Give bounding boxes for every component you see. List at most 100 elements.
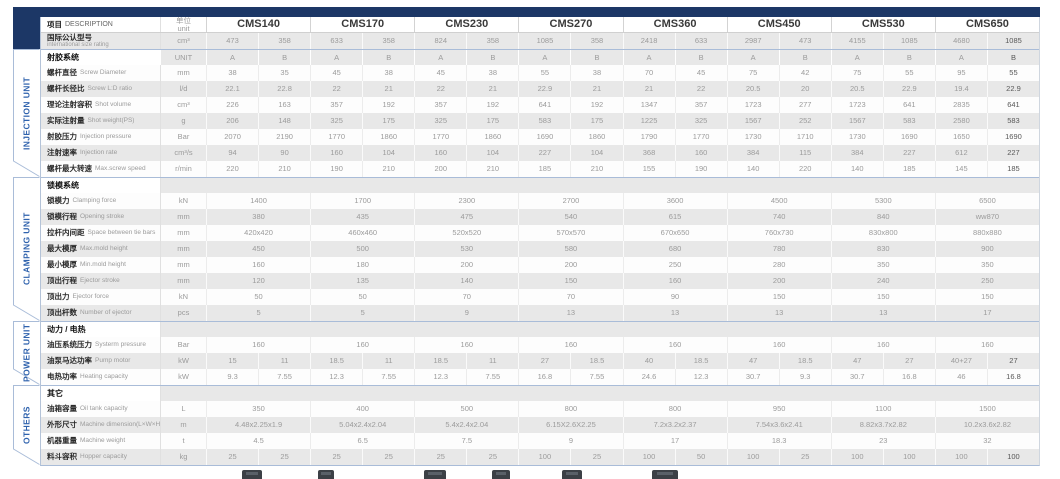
value-cell: 104 xyxy=(570,145,622,161)
table-row: 项目 DESCRIPTION 单位 unit CMS140 CMS170 CMS230 CMS… xyxy=(41,17,1039,33)
value-cell: 32 xyxy=(934,433,1039,449)
value-cell: 2700 xyxy=(518,193,622,209)
sidebar-outline xyxy=(13,49,40,177)
value-cell: 1400 xyxy=(206,193,310,209)
row-label: 顶出杆数 Number of ejector xyxy=(41,305,160,321)
row-label-en: international size rating xyxy=(47,42,109,49)
row-label-en: Injection pressure xyxy=(80,132,132,140)
value-cell: 7.2x3.2x2.37 xyxy=(622,417,727,433)
value-cell: 25 xyxy=(570,449,622,465)
table-row: 最小模厚 Min.mold height mm 160 180 200 200 250 280 3… xyxy=(41,257,1039,273)
value-cell: 160 xyxy=(830,337,935,353)
section-title-zh: 动力 / 电热 xyxy=(47,324,86,334)
value-cell: 800 xyxy=(518,401,622,417)
value-cell: 358 xyxy=(466,33,518,49)
unit-cell: mm xyxy=(160,225,206,241)
table-row: 油箱容量 Oil tank capacity L 350 400 500 800 800 950… xyxy=(41,401,1039,417)
table-row: 最大模厚 Max.mold height mm 450 500 530 580 680 780 8… xyxy=(41,241,1039,257)
value-cell: 615 xyxy=(622,209,727,225)
value-cell: 9 xyxy=(518,433,622,449)
value-cell: 70 xyxy=(622,65,675,81)
value-cell: B xyxy=(570,50,623,65)
table-row: 顶出杆数 Number of ejector pcs 5 5 9 13 13 13 13 17 xyxy=(41,305,1039,321)
value-cell: 160 xyxy=(310,337,414,353)
value-cell: B xyxy=(674,50,727,65)
value-cell: 2190 xyxy=(258,129,310,145)
value-cell: 18.5 xyxy=(310,353,362,369)
value-cell: 4155 xyxy=(830,33,883,49)
value-cell: 380 xyxy=(206,209,310,225)
value-cell: 30.7 xyxy=(830,369,883,385)
value-cell: 175 xyxy=(466,113,518,129)
value-cell: 200 xyxy=(414,257,518,273)
value-cell: 22 xyxy=(414,81,466,97)
value-cell: 4680 xyxy=(934,33,987,49)
value-cell: 50 xyxy=(310,289,414,305)
value-cell: 641 xyxy=(986,97,1039,113)
value-cell: 42 xyxy=(778,65,831,81)
value-cell: 357 xyxy=(310,97,362,113)
value-cell: 21 xyxy=(466,81,518,97)
value-cell: 220 xyxy=(778,161,831,177)
row-label: 最小模厚 Min.mold height xyxy=(41,257,160,273)
row-label-zh: 实际注射量 xyxy=(47,116,85,126)
section-header-label: 动力 / 电热 xyxy=(41,322,160,337)
value-cell: 16.8 xyxy=(986,369,1039,385)
row-label-en: Min.mold height xyxy=(80,260,126,268)
value-cell: 8.82x3.7x2.82 xyxy=(830,417,935,433)
row-label-zh: 最大模厚 xyxy=(47,244,77,254)
value-cell: 500 xyxy=(310,241,414,257)
table-row: 锁模力 Clamping force kN 1400 1700 2300 2700 3600 4… xyxy=(41,193,1039,209)
row-label-zh: 螺杆最大转速 xyxy=(47,164,92,174)
value-cell: 180 xyxy=(310,257,414,273)
description-label-en: DESCRIPTION xyxy=(65,21,113,28)
model-header-cell: CMS230 xyxy=(414,17,518,32)
model-header-cell: CMS650 xyxy=(934,17,1039,32)
value-cell: 252 xyxy=(778,113,831,129)
value-cell: 19.4 xyxy=(934,81,987,97)
unit-cell: kg xyxy=(160,449,206,465)
value-cell: 368 xyxy=(622,145,675,161)
value-cell: 192 xyxy=(466,97,518,113)
value-cell: ww870 xyxy=(934,209,1039,225)
value-cell: 25 xyxy=(206,449,258,465)
value-cell: 540 xyxy=(518,209,622,225)
value-cell: 18.5 xyxy=(570,353,622,369)
sidebar-section-clamping: CLAMPING UNIT xyxy=(13,177,40,321)
unit-cell: kW xyxy=(160,353,206,369)
sidebar-section-label: POWER UNIT xyxy=(21,323,32,383)
value-cell: 1500 xyxy=(934,401,1039,417)
section-header-label: 射胶系统 xyxy=(41,50,160,65)
value-cell: 325 xyxy=(414,113,466,129)
value-cell: 27 xyxy=(518,353,570,369)
value-cell: 475 xyxy=(414,209,518,225)
value-cell: 100 xyxy=(882,449,935,465)
table-row: 油泵马达功率 Pump motor kW 15 11 18.5 11 18.5 11 27 18.5… xyxy=(41,353,1039,369)
table-row: 锁模系统 xyxy=(41,177,1039,193)
table-row: 螺杆直径 Screw Diameter mm 38 35 45 38 45 38 55 38 70 45… xyxy=(41,65,1039,81)
unit-cell: g xyxy=(160,113,206,129)
row-label-zh: 螺杆直径 xyxy=(47,68,77,78)
value-cell: 641 xyxy=(882,97,935,113)
value-cell: 135 xyxy=(310,273,414,289)
value-cell: 227 xyxy=(518,145,570,161)
value-cell: 570x570 xyxy=(518,225,622,241)
value-cell: 950 xyxy=(726,401,831,417)
row-label-en: Opening stroke xyxy=(80,212,125,220)
value-cell: 384 xyxy=(726,145,779,161)
value-cell: 6.5 xyxy=(310,433,414,449)
value-cell: 210 xyxy=(258,161,310,177)
row-label: 实际注射量 Shot weight(PS) xyxy=(41,113,160,129)
value-cell: 580 xyxy=(518,241,622,257)
row-label-zh: 顶出行程 xyxy=(47,276,77,286)
value-cell: 21 xyxy=(622,81,675,97)
value-cell: A xyxy=(414,50,467,65)
row-label-zh: 理论注射容积 xyxy=(47,100,92,110)
unit-sidebar: INJECTION UNIT CLAMPING UNIT POWER UNIT OTH… xyxy=(13,0,40,479)
top-banner-bar xyxy=(13,7,1040,17)
value-cell: 18.3 xyxy=(726,433,831,449)
value-cell: 5.4x2.4x2.04 xyxy=(414,417,518,433)
value-cell: 18.5 xyxy=(414,353,466,369)
table-row: 锁模行程 Opening stroke mm 380 435 475 540 615 740 84… xyxy=(41,209,1039,225)
model-header-cell: CMS170 xyxy=(310,17,414,32)
